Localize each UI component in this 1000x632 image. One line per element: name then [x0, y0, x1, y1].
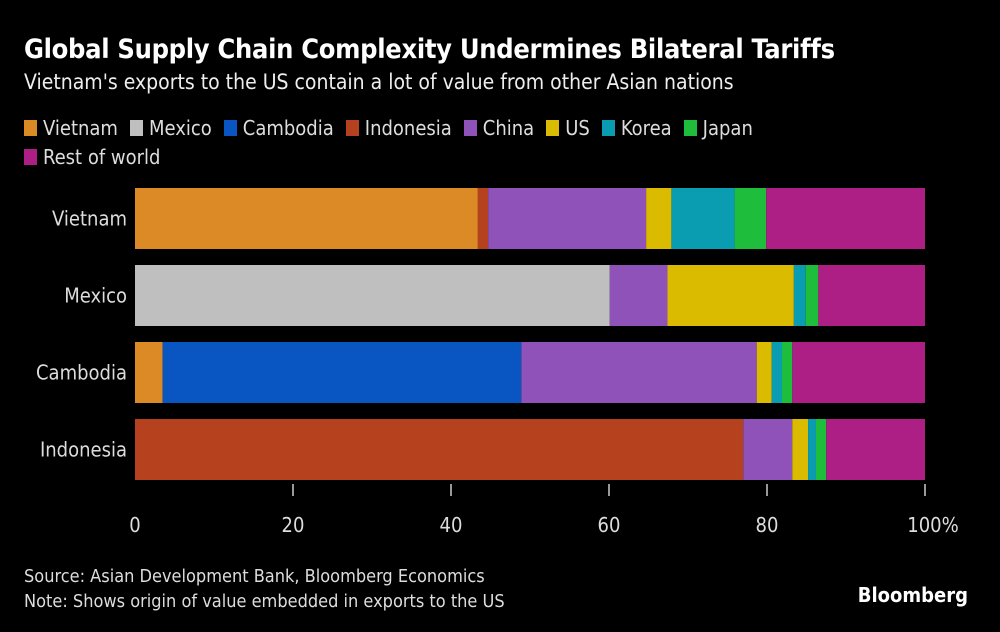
- footnote: Note: Shows origin of value embedded in …: [24, 591, 505, 612]
- bar-segment-vietnam-japan: [734, 188, 767, 249]
- bar-segment-mexico-china: [609, 265, 668, 326]
- legend-label: Mexico: [148, 116, 212, 140]
- x-tick-label: 20: [282, 513, 305, 537]
- bar-segment-vietnam-indonesia: [477, 188, 489, 249]
- legend-swatch: [223, 120, 237, 136]
- legend-item: China: [463, 114, 535, 143]
- bar-segment-cambodia-korea: [771, 342, 783, 403]
- bar-segment-cambodia-china: [521, 342, 757, 403]
- x-tick-label: 40: [440, 513, 463, 537]
- bar-segment-indonesia-rest-of-world: [826, 419, 925, 480]
- bar-segment-indonesia-us: [792, 419, 809, 480]
- legend-swatch: [345, 120, 359, 136]
- legend-label: US: [565, 116, 590, 140]
- legend-swatch: [683, 120, 697, 136]
- bar-segment-indonesia-japan: [815, 419, 827, 480]
- bar-segment-cambodia-vietnam: [135, 342, 163, 403]
- x-tick-label: 80: [756, 513, 779, 537]
- legend-label: Rest of world: [43, 145, 161, 169]
- legend-item: Mexico: [129, 114, 212, 143]
- legend-swatch: [24, 120, 37, 136]
- legend-label: Vietnam: [43, 116, 118, 140]
- legend-swatch: [546, 120, 560, 136]
- legend-label: Cambodia: [242, 116, 334, 140]
- chart-title: Global Supply Chain Complexity Undermine…: [24, 34, 835, 65]
- legend-item: Japan: [683, 114, 753, 143]
- bar-segment-mexico-korea: [793, 265, 806, 326]
- bar-segment-cambodia-us: [756, 342, 772, 403]
- bar-segment-vietnam-rest-of-world: [766, 188, 925, 249]
- bar-segment-cambodia-rest-of-world: [792, 342, 925, 403]
- category-label: Mexico: [64, 284, 127, 308]
- legend-item: Cambodia: [223, 114, 334, 143]
- bar-segment-mexico-mexico: [135, 265, 610, 326]
- bar-segment-mexico-japan: [805, 265, 819, 326]
- source-note: Source: Asian Development Bank, Bloomber…: [24, 566, 485, 587]
- legend-label: Japan: [702, 116, 753, 140]
- legend-item: Korea: [601, 114, 672, 143]
- bloomberg-logo: Bloomberg: [857, 583, 968, 607]
- legend-label: Indonesia: [364, 116, 452, 140]
- bar-segment-vietnam-korea: [671, 188, 735, 249]
- bar-segment-indonesia-indonesia: [135, 419, 744, 480]
- bar-segment-indonesia-china: [743, 419, 793, 480]
- legend-swatch: [463, 120, 477, 136]
- legend-item: US: [546, 114, 590, 143]
- bar-segment-vietnam-us: [646, 188, 672, 249]
- legend-swatch: [129, 120, 143, 136]
- bar-segment-vietnam-china: [488, 188, 647, 249]
- legend-swatch: [24, 149, 37, 165]
- chart-subtitle: Vietnam's exports to the US contain a lo…: [24, 70, 734, 94]
- x-tick-label: 60: [598, 513, 621, 537]
- bar-segment-vietnam-vietnam: [135, 188, 478, 249]
- category-label: Indonesia: [40, 438, 127, 462]
- bar-segment-cambodia-cambodia: [162, 342, 522, 403]
- category-label: Cambodia: [36, 361, 127, 385]
- legend-label: Korea: [620, 116, 672, 140]
- legend-item: Indonesia: [345, 114, 452, 143]
- bar-segment-cambodia-japan: [782, 342, 793, 403]
- legend-item: Rest of world: [24, 143, 160, 172]
- bar-segment-mexico-rest-of-world: [818, 265, 925, 326]
- legend-label: China: [482, 116, 535, 140]
- x-tick-label: 100%: [907, 513, 958, 537]
- legend: Vietnam Mexico Cambodia Indonesia China US Kor…: [24, 114, 984, 172]
- x-tick-label: 0: [129, 513, 140, 537]
- legend-item: Vietnam: [24, 114, 118, 143]
- category-label: Vietnam: [52, 207, 127, 231]
- legend-swatch: [601, 120, 615, 136]
- bar-segment-indonesia-korea: [808, 419, 816, 480]
- bar-segment-mexico-us: [667, 265, 794, 326]
